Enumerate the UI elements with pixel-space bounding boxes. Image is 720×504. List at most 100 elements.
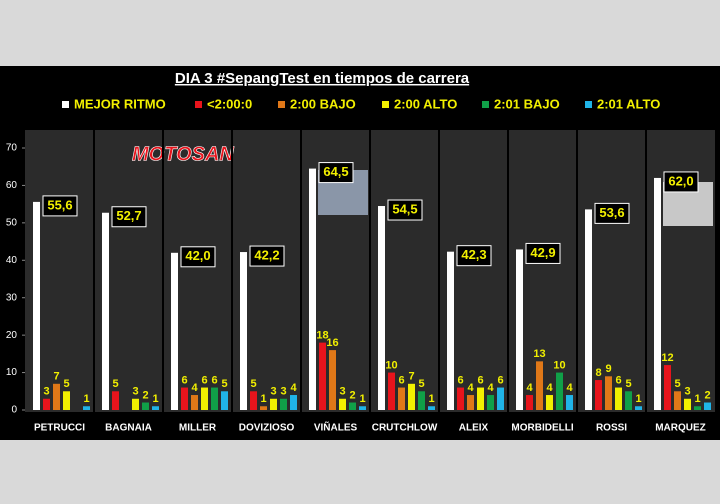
bar: [605, 376, 612, 410]
bar: [497, 387, 504, 410]
value-label: 4: [290, 382, 297, 394]
value-label: 42,3: [461, 247, 486, 262]
value-label: 9: [605, 363, 611, 375]
value-label: 1: [428, 393, 434, 405]
value-label: 12: [661, 352, 673, 364]
bar: [349, 402, 356, 410]
legend-swatch: [382, 101, 389, 108]
value-label: 7: [408, 371, 414, 383]
value-label: 3: [280, 386, 286, 398]
legend-label: 2:01 BAJO: [494, 96, 560, 111]
value-label: 6: [398, 374, 404, 386]
bar: [398, 387, 405, 410]
value-label: 5: [63, 378, 69, 390]
legend-label: <2:00:0: [207, 96, 252, 111]
value-label: 55,6: [47, 197, 72, 212]
value-label: 7: [53, 371, 59, 383]
value-label: 6: [211, 374, 217, 386]
bar: [615, 387, 622, 410]
value-label: 1: [635, 393, 641, 405]
bar: [53, 383, 60, 410]
value-label: 5: [221, 378, 227, 390]
value-label: 2: [142, 389, 148, 401]
bar: [290, 395, 297, 410]
bar: [112, 391, 119, 410]
bar: [83, 406, 90, 410]
value-label: 52,7: [116, 208, 141, 223]
y-tick-label: 60: [6, 180, 18, 191]
value-label: 4: [566, 382, 573, 394]
bar: [309, 168, 316, 410]
value-label: 4: [546, 382, 553, 394]
value-label: 16: [326, 337, 338, 349]
value-label: 8: [595, 367, 601, 379]
bar: [418, 391, 425, 410]
x-tick-label: ALEIX: [459, 423, 489, 434]
value-label-box: [318, 162, 354, 184]
bar: [704, 402, 711, 410]
value-label-box: [249, 245, 285, 267]
value-label: 6: [181, 374, 187, 386]
x-tick-label: MILLER: [179, 423, 217, 434]
value-label: 54,5: [392, 201, 417, 216]
logo: MOTOSAN: [132, 143, 234, 165]
bar: [142, 402, 149, 410]
bar: [556, 372, 563, 410]
bar: [487, 395, 494, 410]
y-tick-label: 20: [6, 330, 18, 341]
legend-label: 2:00 BAJO: [290, 96, 356, 111]
y-tick-label: 40: [6, 255, 18, 266]
legend-swatch: [482, 101, 489, 108]
bar: [408, 383, 415, 410]
bar: [171, 252, 178, 410]
value-label: 3: [132, 386, 138, 398]
value-label-box: [663, 171, 699, 193]
value-label: 42,9: [530, 245, 555, 260]
value-label: 6: [497, 374, 503, 386]
bar: [240, 252, 247, 410]
y-tick-label: 10: [6, 367, 18, 378]
bar: [684, 398, 691, 410]
value-label-box: [111, 206, 147, 228]
value-label-box: [387, 199, 423, 221]
value-label: 1: [83, 393, 89, 405]
value-label: 42,0: [185, 248, 210, 263]
value-label: 1: [152, 393, 158, 405]
value-label: 2: [349, 389, 355, 401]
value-label-box: [594, 202, 630, 224]
value-label: 10: [553, 359, 565, 371]
value-label-box: [456, 245, 492, 267]
value-label: 5: [250, 378, 256, 390]
legend-label: MEJOR RITMO: [74, 96, 166, 111]
bar: [152, 406, 159, 410]
value-label-box: [42, 195, 78, 217]
value-label: 5: [418, 378, 424, 390]
bar: [270, 398, 277, 410]
x-tick-label: DOVIZIOSO: [239, 423, 295, 434]
value-label: 5: [112, 378, 118, 390]
value-label: 4: [487, 382, 494, 394]
bar: [102, 212, 109, 410]
bar: [339, 398, 346, 410]
bar: [378, 206, 385, 410]
bar: [625, 391, 632, 410]
bar: [211, 387, 218, 410]
value-label: 4: [526, 382, 533, 394]
bar: [664, 365, 671, 410]
value-label: 6: [615, 374, 621, 386]
bar: [428, 406, 435, 410]
value-label: 3: [339, 386, 345, 398]
bar: [477, 387, 484, 410]
x-tick-label: MORBIDELLI: [511, 423, 573, 434]
y-tick-label: 0: [11, 405, 17, 416]
legend-swatch: [278, 101, 285, 108]
x-tick-label: PETRUCCI: [34, 423, 85, 434]
bar: [319, 342, 326, 410]
y-tick-label: 30: [6, 292, 18, 303]
x-tick-label: MARQUEZ: [655, 423, 706, 434]
bar: [33, 201, 40, 410]
legend-label: 2:01 ALTO: [597, 96, 660, 111]
bar: [566, 395, 573, 410]
